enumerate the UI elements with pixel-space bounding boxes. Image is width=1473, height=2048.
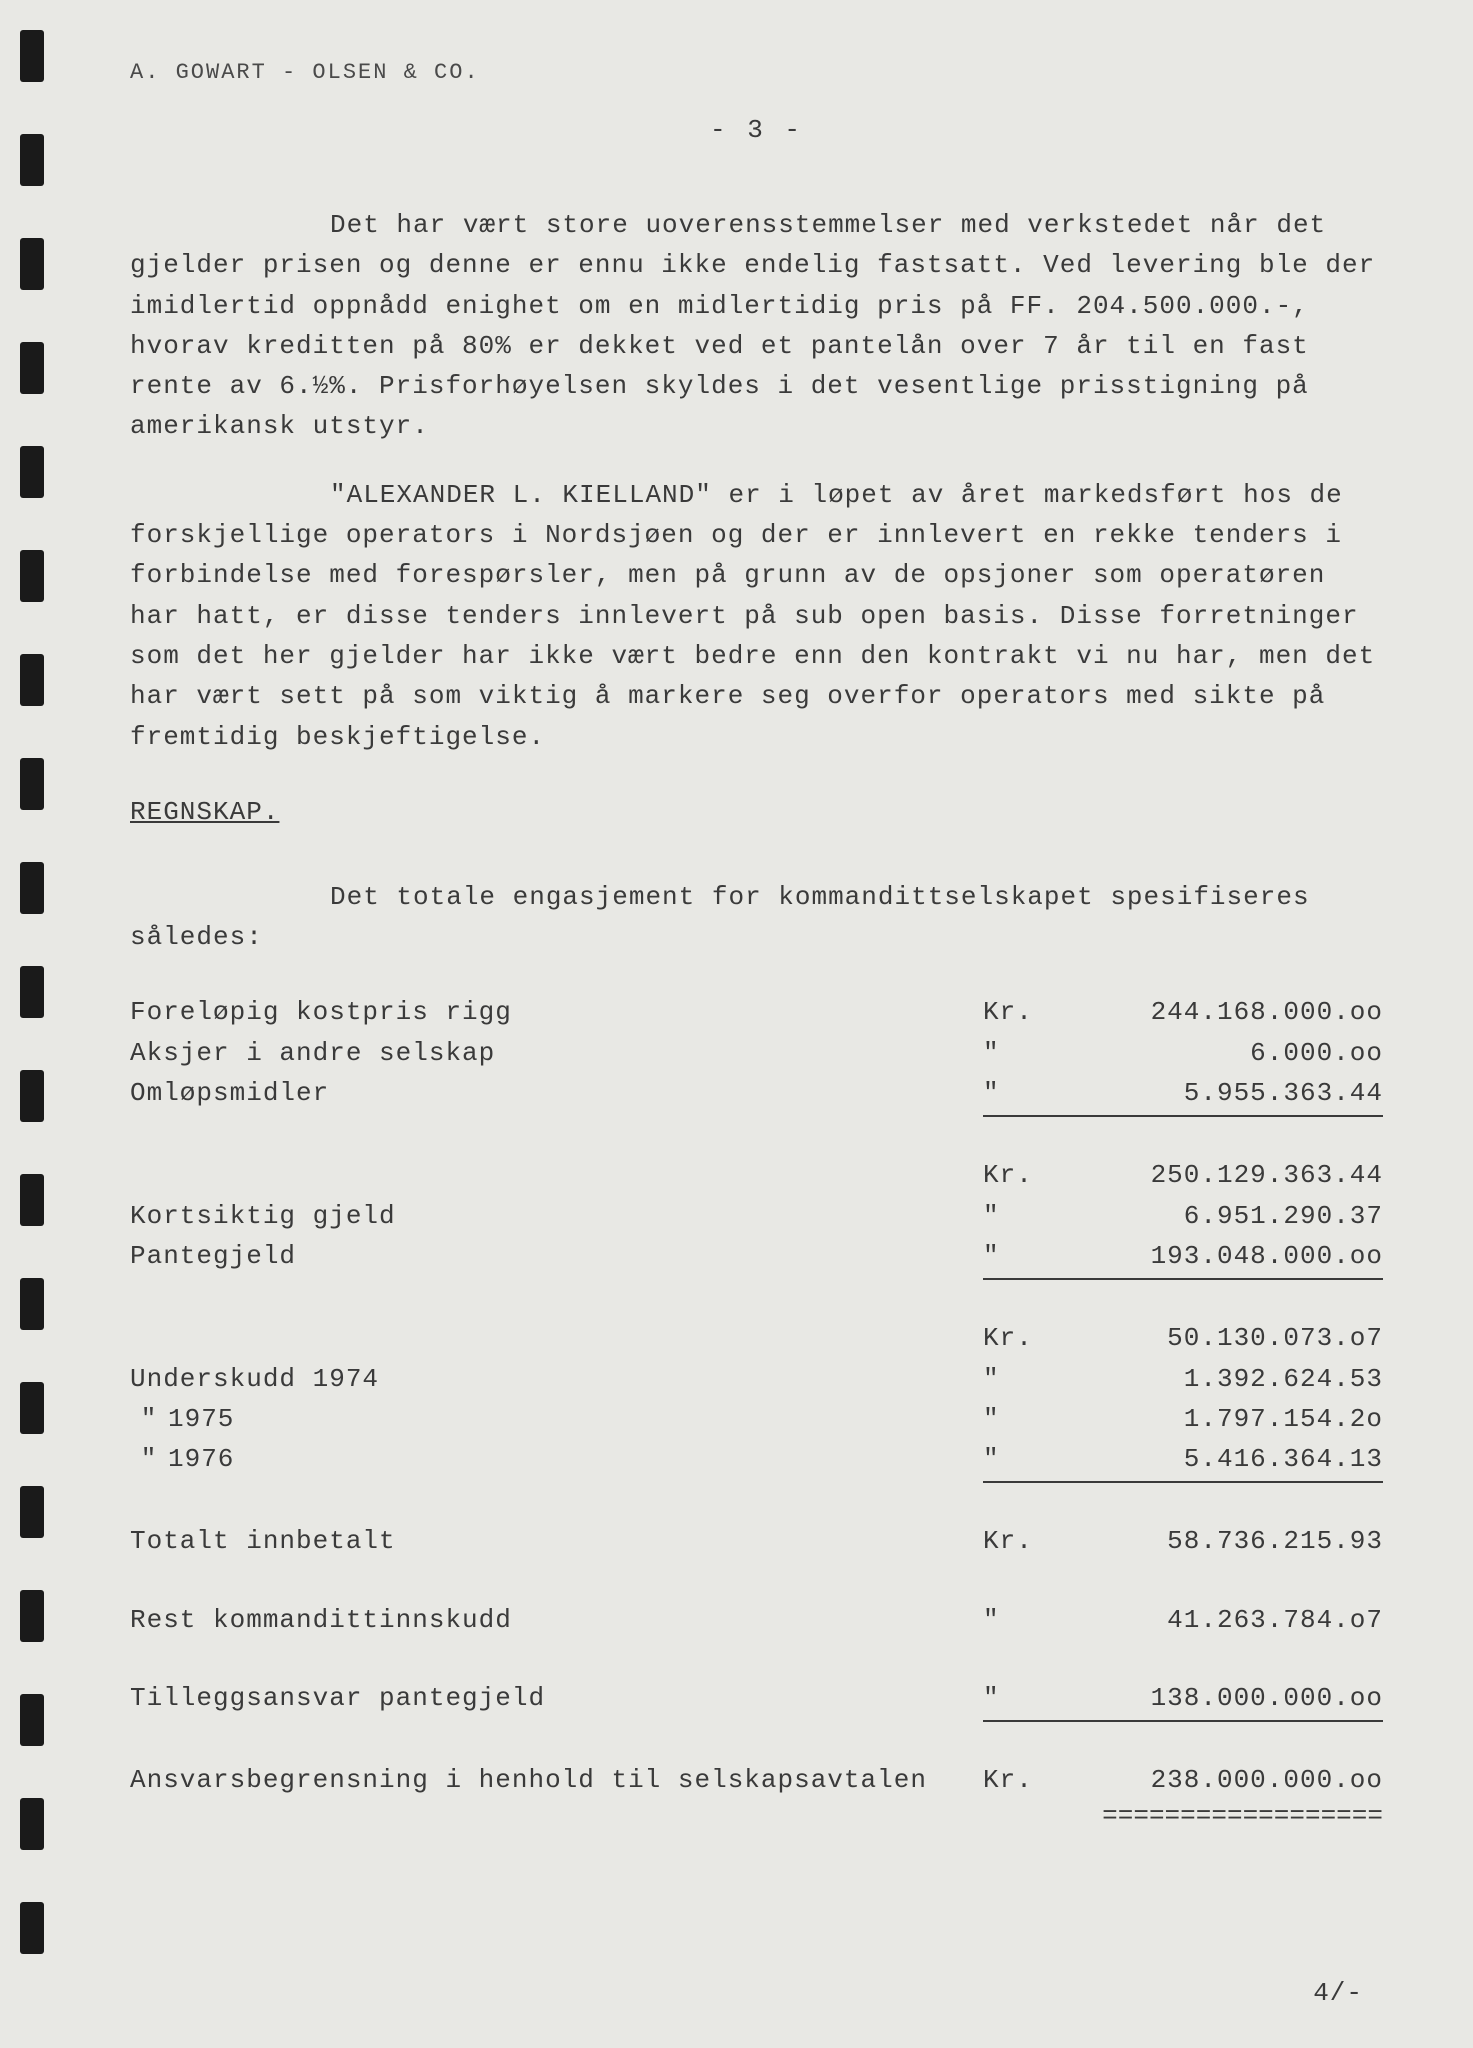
row-value: 1.392.624.53 bbox=[1063, 1359, 1383, 1399]
financial-table: Foreløpig kostpris rigg Kr. 244.168.000.… bbox=[130, 992, 1383, 1830]
underline-chars: ================== bbox=[1063, 1801, 1383, 1831]
hole bbox=[20, 1278, 44, 1330]
hole bbox=[20, 550, 44, 602]
row-label: Rest kommandittinnskudd bbox=[130, 1600, 983, 1640]
hole bbox=[20, 758, 44, 810]
paragraph-1-text: Det har vært store uoverensstemmelser me… bbox=[130, 210, 1375, 441]
hole bbox=[20, 966, 44, 1018]
row-currency: " bbox=[983, 1359, 1063, 1399]
year: 1975 bbox=[168, 1399, 388, 1439]
table-row: Kortsiktig gjeld " 6.951.290.37 bbox=[130, 1196, 1383, 1236]
hole bbox=[20, 30, 44, 82]
double-underline: ================== bbox=[130, 1801, 1383, 1831]
subtotal-row: Kr. 50.130.073.o7 bbox=[130, 1318, 1383, 1358]
final-row: Ansvarsbegrensning i henhold til selskap… bbox=[130, 1760, 1383, 1800]
row-value: 193.048.000.oo bbox=[1063, 1236, 1383, 1280]
row-value: 5.416.364.13 bbox=[1063, 1439, 1383, 1483]
table-row: Omløpsmidler " 5.955.363.44 bbox=[130, 1073, 1383, 1117]
hole bbox=[20, 1694, 44, 1746]
row-currency: " bbox=[983, 1600, 1063, 1640]
hole bbox=[20, 1174, 44, 1226]
paragraph-1: Det har vært store uoverensstemmelser me… bbox=[130, 205, 1383, 447]
binding-holes bbox=[20, 30, 44, 1954]
row-value: 41.263.784.o7 bbox=[1063, 1600, 1383, 1640]
row-value: 138.000.000.oo bbox=[1063, 1678, 1383, 1722]
year: 1976 bbox=[168, 1439, 388, 1479]
table-row: Pantegjeld " 193.048.000.oo bbox=[130, 1236, 1383, 1280]
row-value: 58.736.215.93 bbox=[1063, 1521, 1383, 1561]
row-currency: " bbox=[983, 1236, 1063, 1280]
paragraph-2: "ALEXANDER L. KIELLAND" er i løpet av år… bbox=[130, 475, 1383, 757]
hole bbox=[20, 654, 44, 706]
row-value: 244.168.000.oo bbox=[1063, 992, 1383, 1032]
row-label: Tilleggsansvar pantegjeld bbox=[130, 1678, 983, 1722]
row-value: 1.797.154.2o bbox=[1063, 1399, 1383, 1439]
row-value: 5.955.363.44 bbox=[1063, 1073, 1383, 1117]
table-row: Rest kommandittinnskudd " 41.263.784.o7 bbox=[130, 1600, 1383, 1640]
row-label: Kortsiktig gjeld bbox=[130, 1196, 983, 1236]
subtotal-row: Kr. 250.129.363.44 bbox=[130, 1155, 1383, 1195]
row-currency: Kr. bbox=[983, 1760, 1063, 1800]
row-currency: " bbox=[983, 1399, 1063, 1439]
hole bbox=[20, 238, 44, 290]
hole bbox=[20, 446, 44, 498]
row-label bbox=[130, 1155, 983, 1195]
table-row: Aksjer i andre selskap " 6.000.oo bbox=[130, 1033, 1383, 1073]
intro-text: Det totale engasjement for kommandittsel… bbox=[130, 882, 1310, 952]
hole bbox=[20, 1382, 44, 1434]
row-value: 6.000.oo bbox=[1063, 1033, 1383, 1073]
hole bbox=[20, 862, 44, 914]
document-page: A. GOWART - OLSEN & CO. - 3 - Det har væ… bbox=[0, 0, 1473, 2048]
intro-line: Det totale engasjement for kommandittsel… bbox=[130, 877, 1383, 958]
hole bbox=[20, 1486, 44, 1538]
hole bbox=[20, 342, 44, 394]
table-row: Underskudd 1974 " 1.392.624.53 bbox=[130, 1359, 1383, 1399]
hole bbox=[20, 1798, 44, 1850]
hole bbox=[20, 134, 44, 186]
row-label: Omløpsmidler bbox=[130, 1073, 983, 1117]
row-currency: " bbox=[983, 1033, 1063, 1073]
row-label: Totalt innbetalt bbox=[130, 1521, 983, 1561]
paragraph-2-text: "ALEXANDER L. KIELLAND" er i løpet av år… bbox=[130, 480, 1375, 752]
row-currency: " bbox=[983, 1678, 1063, 1722]
row-label: "1976 bbox=[130, 1439, 983, 1483]
row-label: Aksjer i andre selskap bbox=[130, 1033, 983, 1073]
table-row: Tilleggsansvar pantegjeld " 138.000.000.… bbox=[130, 1678, 1383, 1722]
hole bbox=[20, 1590, 44, 1642]
row-currency: Kr. bbox=[983, 1521, 1063, 1561]
page-number: - 3 - bbox=[130, 115, 1383, 145]
row-currency: " bbox=[983, 1073, 1063, 1117]
section-heading: REGNSKAP. bbox=[130, 797, 1383, 827]
ditto-mark: " bbox=[130, 1399, 168, 1439]
footer-page-ref: 4/- bbox=[1313, 1978, 1363, 2008]
ditto-mark: " bbox=[130, 1439, 168, 1479]
total-row: Totalt innbetalt Kr. 58.736.215.93 bbox=[130, 1521, 1383, 1561]
hole bbox=[20, 1070, 44, 1122]
row-label bbox=[130, 1318, 983, 1358]
table-row: "1975 " 1.797.154.2o bbox=[130, 1399, 1383, 1439]
row-currency: " bbox=[983, 1196, 1063, 1236]
row-value: 50.130.073.o7 bbox=[1063, 1318, 1383, 1358]
row-label: Pantegjeld bbox=[130, 1236, 983, 1280]
row-currency: " bbox=[983, 1439, 1063, 1483]
letterhead: A. GOWART - OLSEN & CO. bbox=[130, 60, 1383, 85]
row-value: 250.129.363.44 bbox=[1063, 1155, 1383, 1195]
table-row: "1976 " 5.416.364.13 bbox=[130, 1439, 1383, 1483]
row-value: 238.000.000.oo bbox=[1063, 1760, 1383, 1800]
hole bbox=[20, 1902, 44, 1954]
row-currency: Kr. bbox=[983, 992, 1063, 1032]
table-row: Foreløpig kostpris rigg Kr. 244.168.000.… bbox=[130, 992, 1383, 1032]
row-label: Foreløpig kostpris rigg bbox=[130, 992, 983, 1032]
row-label: Underskudd 1974 bbox=[130, 1359, 983, 1399]
row-label: Ansvarsbegrensning i henhold til selskap… bbox=[130, 1760, 983, 1800]
row-label: "1975 bbox=[130, 1399, 983, 1439]
row-currency: Kr. bbox=[983, 1155, 1063, 1195]
row-value: 6.951.290.37 bbox=[1063, 1196, 1383, 1236]
row-currency: Kr. bbox=[983, 1318, 1063, 1358]
